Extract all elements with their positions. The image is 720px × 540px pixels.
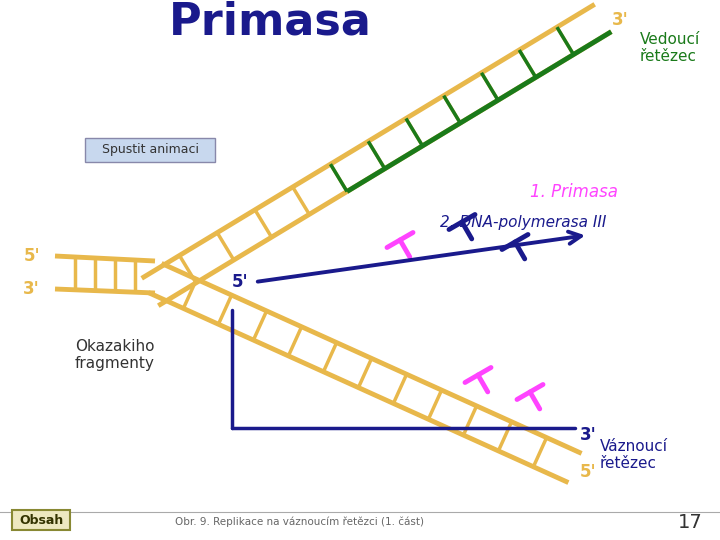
- Text: 5': 5': [23, 247, 40, 265]
- Text: 5': 5': [231, 273, 248, 291]
- Text: 5': 5': [580, 463, 597, 481]
- Bar: [85, 138, 215, 162]
- Text: Spustit animaci: Spustit animaci: [102, 144, 199, 157]
- Bar: [12, 510, 70, 530]
- Text: Vedoucí
řetězec: Vedoucí řetězec: [640, 32, 701, 64]
- Text: Okazakiho
fragmenty: Okazakiho fragmenty: [75, 339, 155, 371]
- Text: Obr. 9. Replikace na váznoucím řetězci (1. část): Obr. 9. Replikace na váznoucím řetězci (…: [175, 517, 424, 527]
- Text: 2. DNA-polymerasa III: 2. DNA-polymerasa III: [440, 214, 606, 230]
- Text: Obsah: Obsah: [19, 514, 63, 526]
- Text: 17: 17: [678, 512, 703, 531]
- Text: Váznoucí
řetězec: Váznoucí řetězec: [600, 439, 668, 471]
- Text: 3': 3': [23, 280, 40, 298]
- Text: 3': 3': [580, 426, 597, 444]
- Text: 1. Primasa: 1. Primasa: [530, 183, 618, 201]
- Text: 3': 3': [612, 11, 629, 29]
- Text: Primasa: Primasa: [168, 1, 372, 44]
